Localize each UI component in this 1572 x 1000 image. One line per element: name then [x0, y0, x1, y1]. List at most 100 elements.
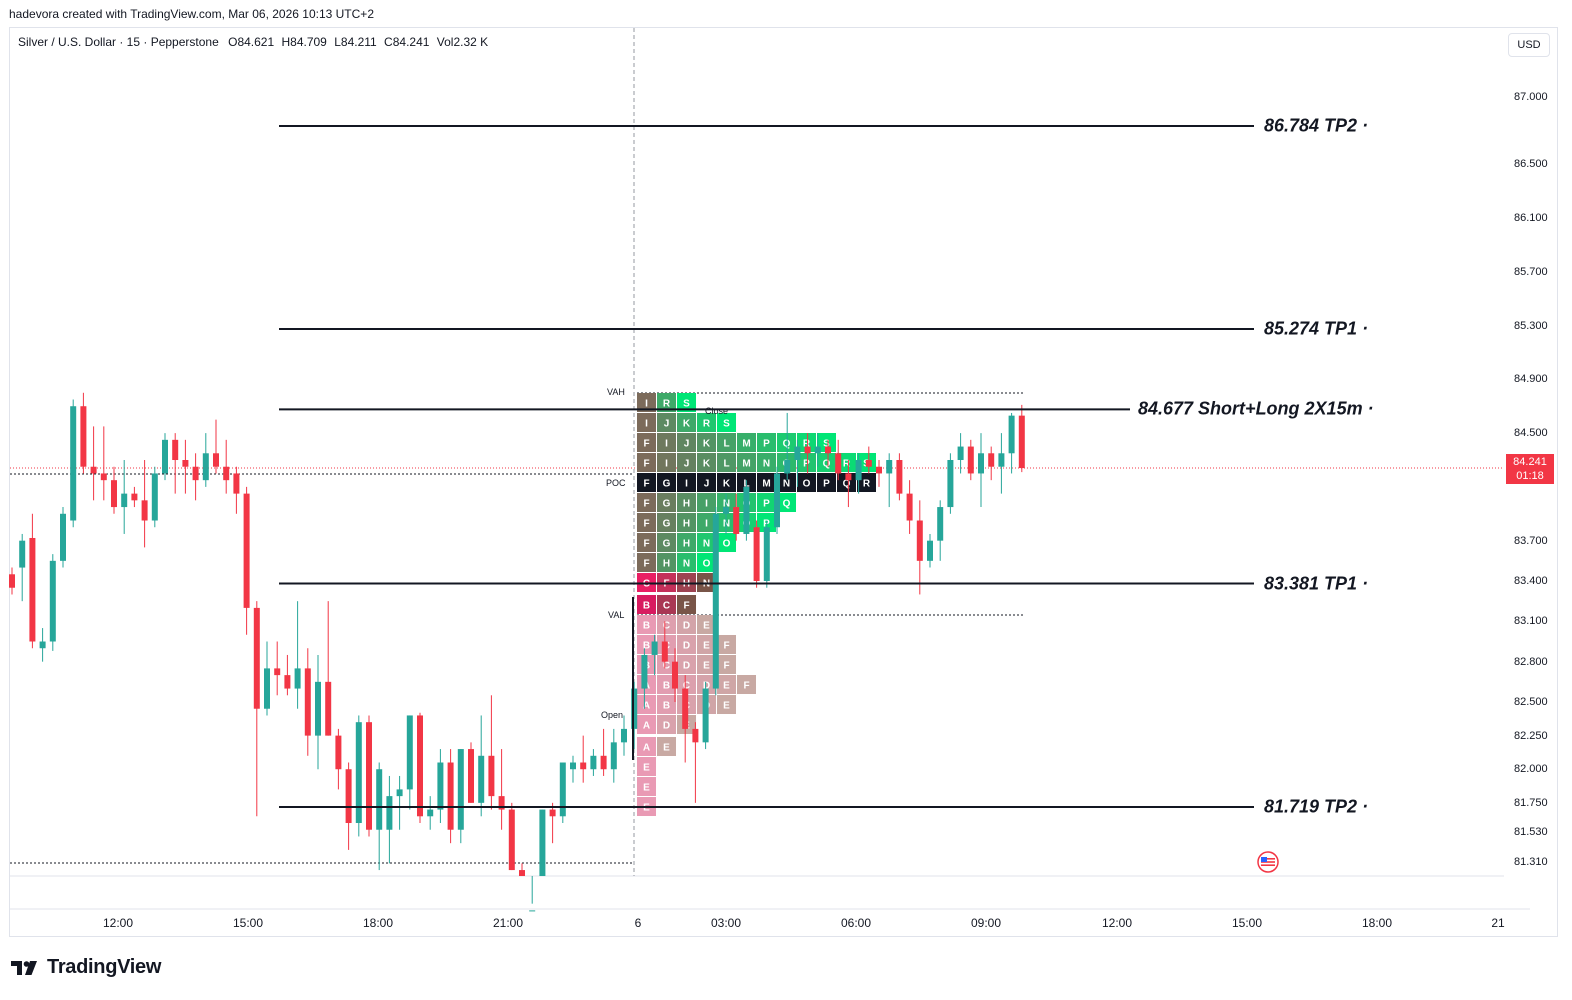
tpo-cell [657, 473, 676, 492]
tpo-letter: J [684, 439, 690, 450]
tpo-cell [657, 715, 676, 734]
candle-body [916, 520, 923, 561]
chart-caption: hadevora created with TradingView.com, M… [9, 7, 374, 21]
tpo-letter: P [823, 479, 830, 490]
tpo-cell [657, 615, 676, 634]
candle-body [580, 762, 587, 770]
tpo-cell [797, 453, 816, 472]
val-tag: VAL [608, 610, 625, 620]
currency-button[interactable]: USD [1508, 33, 1550, 57]
tpo-cell [737, 453, 756, 472]
symbol-legend[interactable]: Silver / U.S. Dollar · 15 · Pepperstone … [18, 35, 488, 49]
candle-body [355, 722, 362, 824]
candle-body [743, 486, 750, 534]
candle-body [519, 870, 525, 876]
tpo-cell [797, 473, 816, 492]
candle-body [223, 466, 230, 481]
tradingview-logo[interactable]: TradingView [11, 956, 161, 979]
candle-body [988, 453, 995, 467]
candle-body [172, 439, 179, 461]
level-label[interactable]: 84.677 Short+Long 2X15m · [1136, 398, 1376, 420]
level-label[interactable]: 85.274 TP1 · [1262, 318, 1371, 340]
candle-body [284, 675, 291, 689]
candle-body [825, 446, 831, 454]
candle-body [162, 439, 168, 474]
tpo-letter: B [643, 641, 650, 652]
tpo-cell [697, 553, 716, 572]
tpo-cell [657, 573, 676, 592]
candle-body [733, 507, 740, 534]
tpo-cell [657, 533, 676, 552]
tpo-cell [717, 695, 736, 714]
candle-body [417, 715, 423, 817]
candle-body [141, 500, 148, 521]
close-label: C [384, 35, 393, 49]
tpo-cell [637, 393, 656, 412]
tpo-letter: F [643, 519, 649, 530]
tpo-letter: E [643, 763, 650, 774]
us-flag-icon[interactable] [1257, 851, 1279, 873]
tpo-cell [637, 737, 656, 756]
tpo-cell [677, 553, 696, 572]
tpo-letter: Q [783, 499, 791, 510]
candle-body [967, 446, 974, 474]
candle-body [672, 661, 678, 689]
tpo-cell [717, 433, 736, 452]
candle-body [80, 406, 87, 467]
tpo-cell [697, 413, 716, 432]
tpo-letter: A [643, 701, 650, 712]
tpo-cell [817, 453, 836, 472]
candle-body [192, 466, 199, 481]
tpo-cell [637, 635, 656, 654]
candle-body [468, 749, 474, 803]
candle-body [345, 769, 352, 824]
tpo-letter: D [683, 621, 690, 632]
candle-body [978, 453, 984, 474]
tradingview-logo-text: TradingView [47, 956, 162, 978]
price-axis-label: 87.000 [1514, 91, 1548, 103]
candle-body [202, 453, 209, 481]
candle-body [539, 809, 546, 876]
tpo-cell [677, 533, 696, 552]
level-label[interactable]: 86.784 TP2 · [1262, 115, 1371, 137]
tpo-cell [657, 453, 676, 472]
candle-body [437, 762, 444, 810]
tpo-letter: D [683, 641, 690, 652]
tpo-cell [777, 473, 796, 492]
price-axis-label: 86.500 [1514, 158, 1548, 171]
tpo-letter: K [703, 439, 711, 450]
candle-body [651, 641, 658, 655]
tpo-cell [757, 453, 776, 472]
candle-body [600, 755, 607, 770]
close-value: 84.241 [392, 35, 430, 49]
candle-body [559, 762, 566, 817]
tpo-cell [697, 615, 716, 634]
price-axis-label: 82.800 [1514, 655, 1548, 668]
tpo-letter: H [683, 539, 690, 550]
candle-body [753, 527, 760, 582]
candle-body [896, 460, 903, 494]
high-label: H [281, 35, 291, 49]
tpo-cell [837, 453, 856, 472]
symbol-name[interactable]: Silver / U.S. Dollar · 15 · Pepperstone [18, 35, 219, 49]
candle-body [835, 453, 842, 474]
tpo-letter: F [683, 601, 689, 612]
price-axis-label: 81.310 [1514, 856, 1548, 868]
tpo-cell [697, 513, 716, 532]
level-label[interactable]: 81.719 TP2 · [1262, 796, 1371, 818]
tpo-letter: F [643, 499, 649, 510]
tpo-cell [677, 573, 696, 592]
tpo-cell [677, 655, 696, 674]
tpo-cell [797, 433, 816, 452]
candle-body [131, 493, 138, 501]
tpo-letter: I [665, 459, 668, 470]
candle-body [957, 446, 964, 461]
tpo-cell [657, 493, 676, 512]
candle-body [427, 809, 434, 817]
tpo-letter: J [664, 419, 670, 430]
tpo-letter: H [683, 499, 690, 510]
level-label[interactable]: 83.381 TP1 · [1262, 573, 1371, 595]
tpo-cell [657, 393, 676, 412]
tpo-letter: L [723, 459, 729, 470]
